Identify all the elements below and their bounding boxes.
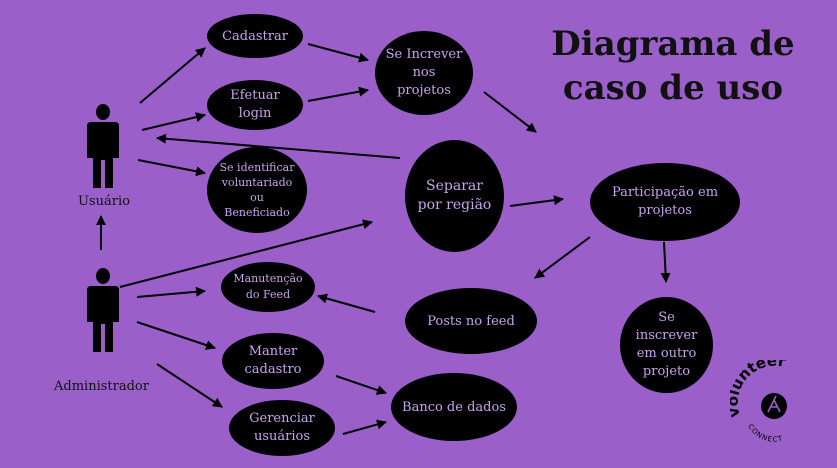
use-case-gerenciar-usuarios: Gerenciar usuários xyxy=(229,400,335,456)
volunteer-connect-logo: volunteer CONNECT xyxy=(730,360,822,452)
arrow-manter-banco xyxy=(335,375,387,395)
use-case-gerenciar-usuarios-label: Gerenciar usuários xyxy=(249,411,315,444)
administrador-label: Administrador xyxy=(54,379,149,394)
arrow-usuario-login xyxy=(141,112,206,131)
arrow-admin-separar xyxy=(119,219,373,288)
arrow-posts-manutencao xyxy=(317,293,376,313)
logo-subtext: CONNECT xyxy=(746,423,783,444)
arrow-cadastrar-increver xyxy=(307,43,369,63)
arrow-usuario-cadastrar xyxy=(139,47,206,104)
arrow-separar-usuario xyxy=(156,133,401,159)
arrow-separar-participacao xyxy=(509,195,564,207)
use-case-posts-feed-label: Posts no feed xyxy=(427,313,515,329)
title-line-1: Diagrama de xyxy=(551,24,795,64)
logo-badge-icon xyxy=(761,393,787,419)
arrow-participacao-posts xyxy=(534,236,591,279)
arrow-login-increver xyxy=(307,86,369,102)
arrow-increver-participacao xyxy=(483,91,537,133)
use-case-manter-cadastro-label: Manter cadastro xyxy=(244,344,302,377)
usuario-label: Usuário xyxy=(78,194,130,209)
use-case-posts-feed: Posts no feed xyxy=(405,288,537,354)
arrow-admin-manutencao xyxy=(136,286,206,298)
use-case-manutencao-feed: Manutenção do Feed xyxy=(221,262,315,312)
use-case-participacao-projetos: Participação em projetos xyxy=(590,163,740,241)
use-case-separar-regiao: Separar por região xyxy=(405,140,504,252)
svg-text:volunteer: volunteer xyxy=(730,360,788,419)
use-case-efetuar-login-label: Efetuar login xyxy=(230,88,280,121)
use-case-manutencao-feed-label: Manutenção do Feed xyxy=(233,272,303,301)
logo-wordmark: volunteer xyxy=(730,360,788,419)
arrow-admin-manter xyxy=(136,321,216,350)
use-case-se-increver-projetos-label: Se Increver nos projetos xyxy=(385,47,463,98)
use-case-manter-cadastro: Manter cadastro xyxy=(222,333,324,389)
title-line-2: caso de uso xyxy=(562,68,784,108)
use-case-se-inscrever-outro-projeto: Se inscrever em outro projeto xyxy=(620,297,713,393)
use-case-se-increver-projetos: Se Increver nos projetos xyxy=(375,31,473,115)
administrador-actor-icon xyxy=(87,268,119,352)
arrow-gerenciar-banco xyxy=(342,419,387,435)
use-case-banco-dados-label: Banco de dados xyxy=(402,399,506,415)
arrow-usuario-identificar xyxy=(137,159,206,177)
use-case-se-identificar-label: Se identificar voluntariado ou Beneficia… xyxy=(219,161,295,219)
use-case-se-inscrever-outro-projeto-label: Se inscrever em outro projeto xyxy=(635,310,698,379)
use-case-efetuar-login: Efetuar login xyxy=(207,80,303,130)
use-case-banco-dados: Banco de dados xyxy=(391,373,517,441)
svg-text:CONNECT: CONNECT xyxy=(746,423,784,444)
use-case-se-identificar: Se identificar voluntariado ou Beneficia… xyxy=(207,147,307,233)
usuario-actor-icon xyxy=(87,104,119,188)
use-case-participacao-projetos-label: Participação em projetos xyxy=(611,185,719,218)
arrow-admin-gerenciar xyxy=(156,363,223,408)
arrow-participacao-outro xyxy=(660,241,671,283)
use-case-separar-regiao-label: Separar por região xyxy=(417,178,492,213)
logo-text-layer: volunteer CONNECT xyxy=(730,360,788,444)
use-case-cadastrar-label: Cadastrar xyxy=(222,28,288,44)
use-case-cadastrar: Cadastrar xyxy=(207,14,303,58)
diagram-title: Diagrama de caso de uso xyxy=(548,22,798,110)
